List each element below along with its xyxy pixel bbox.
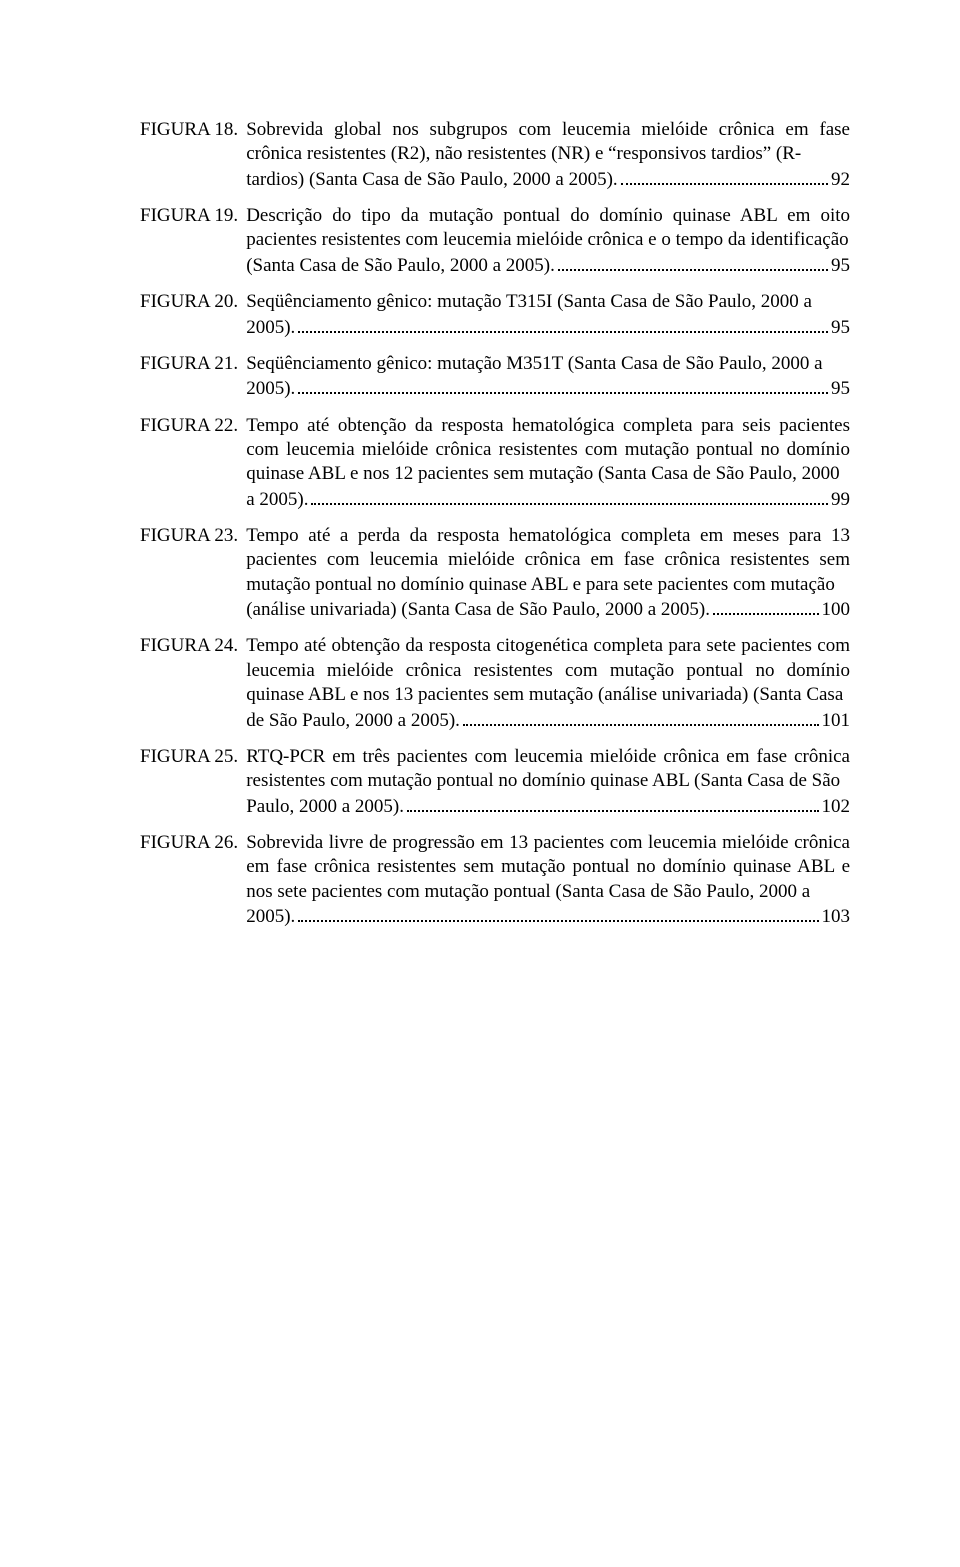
- figure-entry: FIGURA 18. Sobrevida global nos subgrupo…: [140, 118, 850, 192]
- figure-label: FIGURA 22.: [140, 414, 246, 438]
- leader-dots: [621, 167, 828, 185]
- figure-description: Descrição do tipo da mutação pontual do …: [246, 204, 850, 278]
- figure-label: FIGURA 21.: [140, 352, 246, 376]
- leader-dots: [298, 314, 828, 332]
- figure-description: Tempo até obtenção da resposta hematológ…: [246, 414, 850, 512]
- page-number: 100: [822, 598, 851, 622]
- page-number: 99: [831, 488, 850, 512]
- page-number: 102: [822, 795, 851, 819]
- description-pre-text: Sobrevida global nos subgrupos com leuce…: [246, 119, 850, 164]
- leader-dots: [298, 904, 818, 922]
- figure-entry: FIGURA 19. Descrição do tipo da mutação …: [140, 204, 850, 278]
- figure-entry: FIGURA 23. Tempo até a perda da resposta…: [140, 524, 850, 622]
- figure-label: FIGURA 20.: [140, 290, 246, 314]
- description-pre-text: Descrição do tipo da mutação pontual do …: [246, 205, 850, 250]
- figure-label: FIGURA 18.: [140, 118, 246, 142]
- leader-dots: [298, 376, 828, 394]
- figure-label: FIGURA 23.: [140, 524, 246, 548]
- figure-label: FIGURA 25.: [140, 745, 246, 769]
- page-number: 101: [822, 709, 851, 733]
- description-pre-text: Seqüênciamento gênico: mutação T315I (Sa…: [246, 291, 812, 312]
- figure-description: Sobrevida livre de progressão em 13 paci…: [246, 831, 850, 929]
- figure-description: Seqüênciamento gênico: mutação T315I (Sa…: [246, 290, 850, 340]
- description-pre-text: Tempo até obtenção da resposta citogenét…: [246, 635, 850, 705]
- figure-description: Sobrevida global nos subgrupos com leuce…: [246, 118, 850, 192]
- figure-entry: FIGURA 22. Tempo até obtenção da respost…: [140, 414, 850, 512]
- document-page: FIGURA 18. Sobrevida global nos subgrupo…: [0, 0, 960, 1567]
- description-last-line: Paulo, 2000 a 2005).: [246, 795, 404, 819]
- description-pre-text: Tempo até a perda da resposta hematológi…: [246, 525, 850, 595]
- page-number: 95: [831, 377, 850, 401]
- description-last-line: (Santa Casa de São Paulo, 2000 a 2005).: [246, 254, 555, 278]
- figure-label: FIGURA 19.: [140, 204, 246, 228]
- figure-description: Tempo até obtenção da resposta citogenét…: [246, 634, 850, 732]
- description-pre-text: Seqüênciamento gênico: mutação M351T (Sa…: [246, 353, 822, 374]
- leader-dots: [558, 253, 828, 271]
- figure-description: RTQ-PCR em três pacientes com leucemia m…: [246, 745, 850, 819]
- figure-label: FIGURA 24.: [140, 634, 246, 658]
- description-last-line: (análise univariada) (Santa Casa de São …: [246, 598, 710, 622]
- leader-dots: [311, 487, 828, 505]
- figure-entry: FIGURA 24. Tempo até obtenção da respost…: [140, 634, 850, 732]
- figure-entry: FIGURA 21. Seqüênciamento gênico: mutaçã…: [140, 352, 850, 402]
- description-last-line: tardios) (Santa Casa de São Paulo, 2000 …: [246, 168, 617, 192]
- figure-label: FIGURA 26.: [140, 831, 246, 855]
- leader-dots: [463, 707, 819, 725]
- page-number: 95: [831, 254, 850, 278]
- page-number: 95: [831, 316, 850, 340]
- page-number: 92: [831, 168, 850, 192]
- figure-entry: FIGURA 25. RTQ-PCR em três pacientes com…: [140, 745, 850, 819]
- description-last-line: 2005).: [246, 905, 295, 929]
- description-last-line: a 2005).: [246, 488, 308, 512]
- figure-entry: FIGURA 26. Sobrevida livre de progressão…: [140, 831, 850, 929]
- figure-description: Seqüênciamento gênico: mutação M351T (Sa…: [246, 352, 850, 402]
- description-last-line: 2005).: [246, 377, 295, 401]
- figure-description: Tempo até a perda da resposta hematológi…: [246, 524, 850, 622]
- leader-dots: [407, 793, 819, 811]
- figure-entry: FIGURA 20. Seqüênciamento gênico: mutaçã…: [140, 290, 850, 340]
- description-last-line: de São Paulo, 2000 a 2005).: [246, 709, 460, 733]
- description-pre-text: Tempo até obtenção da resposta hematológ…: [246, 415, 850, 485]
- description-pre-text: RTQ-PCR em três pacientes com leucemia m…: [246, 746, 850, 791]
- description-pre-text: Sobrevida livre de progressão em 13 paci…: [246, 832, 850, 902]
- description-last-line: 2005).: [246, 316, 295, 340]
- page-number: 103: [822, 905, 851, 929]
- leader-dots: [713, 597, 819, 615]
